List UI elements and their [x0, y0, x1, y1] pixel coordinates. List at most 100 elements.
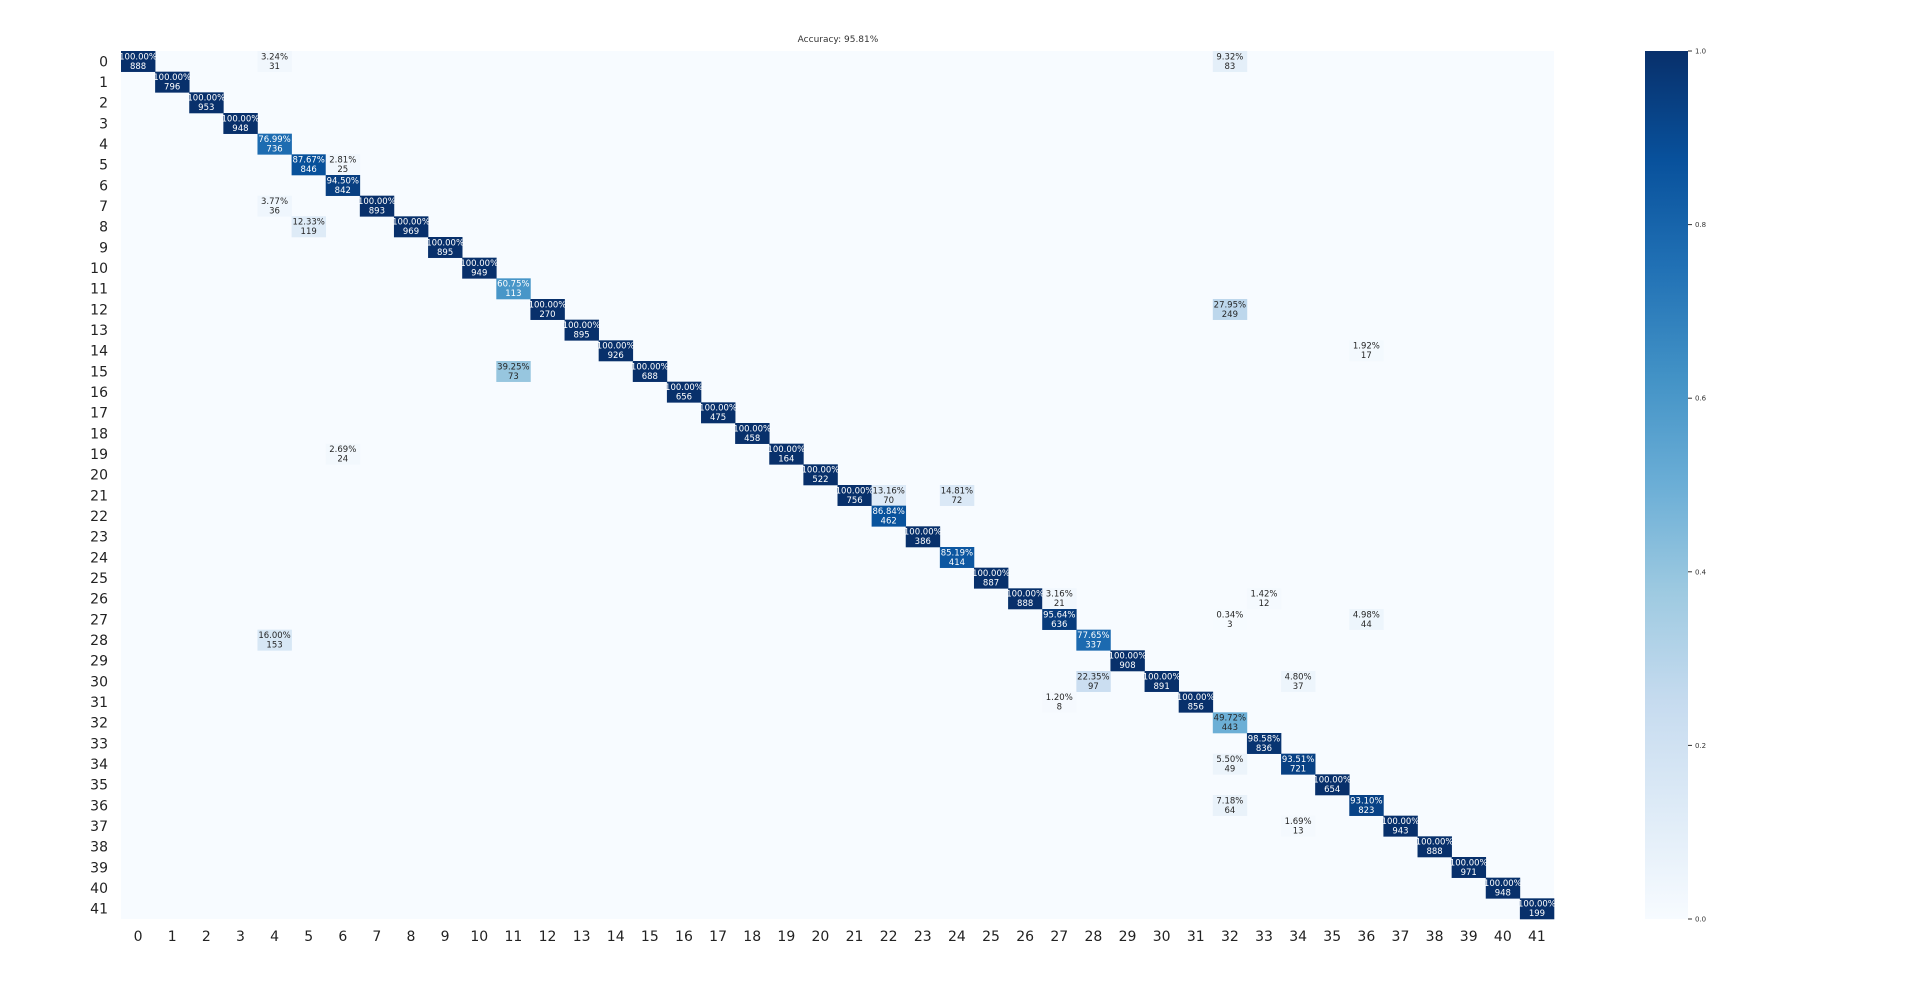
heatmap-cell [871, 485, 907, 506]
y-tick-label: 26 [90, 592, 108, 608]
heatmap-cell [1246, 588, 1282, 610]
heatmap-cell [257, 51, 292, 72]
heatmap-cell [769, 443, 804, 465]
heatmap-cell [803, 464, 838, 486]
cell-percent-label: 100.00% [1518, 900, 1556, 910]
cell-percent-label: 94.50% [327, 176, 359, 186]
heatmap-cell [1281, 815, 1316, 837]
cell-count-label: 887 [983, 578, 999, 588]
x-tick-label: 32 [1221, 929, 1239, 945]
cell-count-label: 64 [1224, 806, 1235, 816]
cell-count-label: 3 [1227, 620, 1232, 630]
heatmap-cell [1246, 733, 1282, 754]
cell-count-label: 522 [812, 475, 828, 485]
cell-count-label: 823 [1358, 806, 1374, 816]
heatmap-cell [1383, 815, 1418, 837]
y-tick-label: 18 [90, 426, 108, 442]
y-tick-label: 7 [99, 199, 108, 215]
heatmap-cell [1485, 877, 1521, 899]
cell-count-label: 8 [1057, 702, 1062, 712]
cell-count-label: 836 [1256, 744, 1272, 754]
cell-percent-label: 100.00% [529, 300, 567, 310]
cell-count-label: 926 [608, 351, 624, 361]
y-tick-label: 36 [90, 798, 108, 814]
x-tick-label: 40 [1494, 929, 1512, 945]
x-tick-label: 3 [236, 929, 245, 945]
cell-percent-label: 1.42% [1250, 590, 1277, 600]
colorbar-tick-label: 0.0 [1695, 916, 1706, 924]
cell-percent-label: 39.25% [497, 362, 529, 372]
heatmap-cell [1451, 857, 1487, 878]
heatmap-cells: 100.00%8883.24%319.32%83100.00%796100.00… [119, 51, 1556, 920]
x-tick-label: 23 [914, 929, 932, 945]
cell-percent-label: 13.16% [872, 486, 904, 496]
y-tick-label: 2 [99, 96, 108, 112]
cell-percent-label: 100.00% [802, 466, 840, 476]
cell-percent-label: 100.00% [631, 362, 669, 372]
y-tick-label: 30 [90, 674, 108, 690]
cell-count-label: 83 [1224, 62, 1235, 72]
heatmap-cell [1315, 774, 1350, 796]
cell-percent-label: 100.00% [597, 342, 635, 352]
cell-count-label: 688 [642, 372, 658, 382]
cell-count-label: 337 [1085, 640, 1101, 650]
heatmap-cell [1349, 340, 1384, 362]
x-tick-label: 7 [372, 929, 381, 945]
cell-percent-label: 4.98% [1353, 610, 1380, 620]
heatmap-cell [1212, 299, 1248, 320]
heatmap-cell [1349, 795, 1384, 816]
y-tick-label: 38 [90, 840, 108, 856]
heatmap-cell [1144, 671, 1179, 692]
heatmap-cell [1178, 691, 1214, 713]
heatmap-cell [1110, 650, 1145, 672]
cell-percent-label: 3.77% [261, 197, 288, 207]
cell-count-label: 199 [1529, 909, 1545, 919]
y-tick-label: 27 [90, 612, 108, 628]
heatmap-cell [1212, 753, 1248, 775]
x-tick-label: 12 [539, 929, 557, 945]
cell-count-label: 12 [1259, 599, 1270, 609]
heatmap-cell [257, 195, 292, 217]
cell-count-label: 153 [266, 640, 282, 650]
x-tick-label: 36 [1357, 929, 1375, 945]
heatmap-cell [564, 319, 599, 341]
heatmap-cell [189, 92, 224, 114]
colorbar-tick-label: 0.4 [1695, 568, 1707, 576]
x-tick-label: 15 [641, 929, 659, 945]
y-tick-label: 17 [90, 406, 108, 422]
y-tick-label: 29 [90, 654, 108, 670]
x-tick-label: 27 [1050, 929, 1068, 945]
heatmap-cell [871, 505, 907, 527]
x-tick-label: 33 [1255, 929, 1273, 945]
cell-count-label: 443 [1222, 723, 1238, 733]
cell-percent-label: 1.20% [1046, 693, 1073, 703]
x-tick-label: 5 [304, 929, 313, 945]
heatmap-cell [1042, 588, 1077, 610]
cell-count-label: 17 [1361, 351, 1372, 361]
x-tick-label: 30 [1153, 929, 1171, 945]
y-tick-label: 10 [90, 261, 108, 277]
cell-percent-label: 1.69% [1285, 817, 1312, 827]
heatmap-cell [1212, 795, 1248, 816]
heatmap-cell [393, 216, 429, 238]
x-tick-label: 16 [675, 929, 693, 945]
cell-percent-label: 100.00% [972, 569, 1010, 579]
cell-percent-label: 3.16% [1046, 590, 1073, 600]
x-tick-label: 18 [743, 929, 761, 945]
cell-count-label: 971 [1461, 868, 1477, 878]
colorbar-tick-label: 1.0 [1695, 48, 1706, 56]
cell-percent-label: 100.00% [392, 218, 430, 228]
cell-percent-label: 100.00% [358, 197, 396, 207]
x-tick-label: 22 [880, 929, 898, 945]
x-tick-label: 8 [407, 929, 416, 945]
chart-title: Accuracy: 95.81% [798, 35, 879, 45]
cell-percent-label: 27.95% [1214, 300, 1246, 310]
cell-percent-label: 100.00% [1450, 858, 1488, 868]
heatmap-cell [1212, 609, 1248, 630]
y-tick-label: 40 [90, 881, 108, 897]
y-axis-ticks: 0123456789101112131415161718192021222324… [90, 54, 108, 917]
cell-percent-label: 100.00% [460, 259, 498, 269]
heatmap-cell [939, 547, 975, 568]
cell-count-label: 70 [883, 496, 894, 506]
y-tick-label: 14 [90, 344, 108, 360]
